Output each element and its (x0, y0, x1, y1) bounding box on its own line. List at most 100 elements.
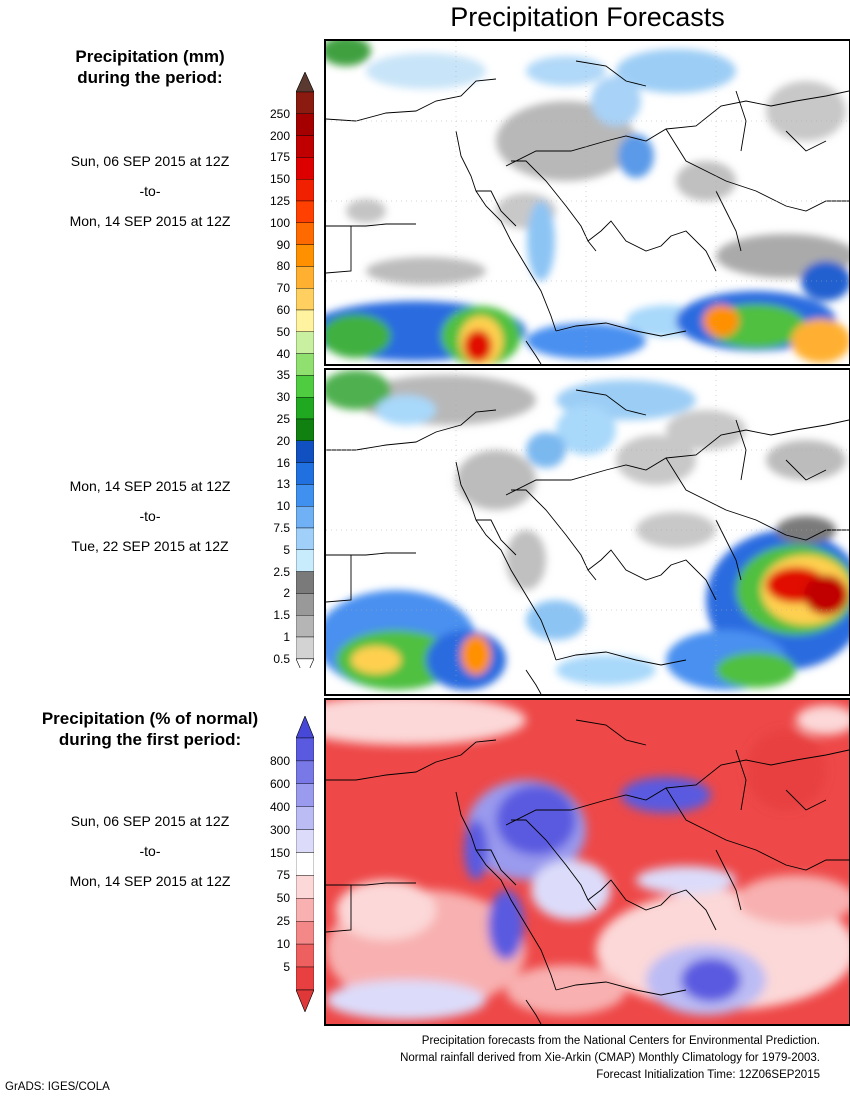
mm-colorbar-swatch (296, 222, 314, 245)
period2-start: Mon, 14 SEP 2015 at 12Z (69, 478, 231, 494)
pct-colorbar-top-cap (296, 716, 314, 739)
pct-colorbar-bottom-cap (296, 989, 314, 1012)
mm-colorbar (296, 72, 314, 668)
footer-init-time: Forecast Initialization Time: 12Z06SEP20… (596, 1069, 820, 1081)
mm-colorbar-swatch (296, 397, 314, 420)
mm-colorbar-swatch (296, 418, 314, 441)
mm-colorbar-tick-label: 150 (269, 172, 290, 187)
pct-colorbar-tick-label: 25 (276, 914, 290, 929)
mm-colorbar-tick-label: 20 (276, 433, 290, 448)
pct-colorbar-tick-label: 300 (269, 822, 290, 837)
mm-colorbar-bottom-cap (296, 658, 314, 668)
precip-map-period2 (326, 370, 849, 694)
mm-title-line2: during the period: (77, 68, 223, 87)
map-panel-percent-normal (324, 698, 850, 1026)
mm-colorbar-swatch (296, 549, 314, 572)
mm-colorbar-swatch (296, 244, 314, 267)
grads-credit: GrADS: IGES/COLA (5, 1081, 110, 1093)
map-panel-period2 (324, 368, 850, 696)
mm-colorbar-swatch (296, 157, 314, 180)
mm-colorbar-top-cap (296, 72, 314, 93)
mm-colorbar-swatch (296, 636, 314, 659)
period3-end: Mon, 14 SEP 2015 at 12Z (69, 873, 231, 889)
pct-colorbar-swatch (296, 898, 314, 922)
period3-start: Sun, 06 SEP 2015 at 12Z (70, 813, 230, 829)
mm-title-line1: Precipitation (mm) (75, 47, 225, 66)
mm-colorbar-tick-label: 2.5 (273, 564, 290, 579)
pct-title-line2: during the first period: (58, 730, 242, 749)
pct-colorbar-tick-label: 150 (269, 845, 290, 860)
mm-colorbar-swatch (296, 527, 314, 550)
mm-colorbar-tick-label: 175 (269, 150, 290, 165)
period1-start: Sun, 06 SEP 2015 at 12Z (70, 153, 230, 169)
mm-colorbar-tick-label: 80 (276, 259, 290, 274)
pct-colorbar-tick-label: 400 (269, 799, 290, 814)
pct-colorbar-graphic (296, 716, 314, 1012)
period2-end: Tue, 22 SEP 2015 at 12Z (71, 538, 229, 554)
mm-colorbar-tick-label: 5 (283, 542, 290, 557)
mm-colorbar-tick-label: 60 (276, 303, 290, 317)
pct-colorbar-swatch (296, 920, 314, 945)
mm-colorbar-tick-label: 30 (276, 390, 290, 405)
mm-colorbar-swatch (296, 113, 314, 136)
mm-colorbar-tick-label: 25 (276, 412, 290, 426)
mm-colorbar-swatch (296, 506, 314, 529)
mm-colorbar-tick-label: 10 (276, 499, 290, 514)
mm-colorbar-swatch (296, 266, 314, 289)
map-panel-period1 (324, 39, 850, 366)
mm-section-title: Precipitation (mm) during the period: (0, 46, 300, 88)
mm-colorbar-swatch (296, 440, 314, 463)
pct-title-line1: Precipitation (% of normal) (41, 709, 259, 728)
mm-colorbar-swatch (296, 91, 314, 114)
precip-map-period1 (326, 41, 849, 364)
pct-colorbar-swatch (296, 875, 314, 899)
period3-separator: -to- (139, 843, 161, 859)
mm-colorbar-swatch (296, 178, 314, 202)
mm-colorbar-swatch (296, 484, 314, 507)
pct-colorbar-tick-label: 800 (269, 753, 290, 768)
pct-colorbar-swatch (296, 806, 314, 830)
pct-colorbar-tick-label: 10 (276, 937, 290, 952)
mm-colorbar-swatch (296, 200, 314, 223)
mm-colorbar-tick-label: 250 (269, 106, 290, 121)
mm-colorbar-tick-label: 100 (269, 215, 290, 230)
mm-colorbar-tick-label: 40 (276, 346, 290, 361)
footer-normal-line: Normal rainfall derived from Xie-Arkin (… (400, 1052, 820, 1064)
period2-separator: -to- (139, 508, 161, 524)
mm-colorbar-swatch (296, 615, 314, 638)
mm-colorbar-tick-label: 16 (276, 455, 290, 470)
mm-colorbar-tick-label: 200 (269, 128, 290, 143)
pct-colorbar-swatch (296, 737, 314, 762)
pct-colorbar (296, 716, 314, 1012)
mm-colorbar-tick-label: 70 (276, 281, 290, 296)
footer-source-line: Precipitation forecasts from the Nationa… (421, 1035, 820, 1047)
percent-normal-map (326, 700, 849, 1024)
mm-colorbar-graphic (296, 72, 314, 668)
mm-colorbar-swatch (296, 462, 314, 485)
mm-colorbar-swatch (296, 287, 314, 311)
pct-colorbar-tick-label: 5 (283, 960, 290, 974)
pct-colorbar-swatch (296, 829, 314, 853)
pct-colorbar-tick-label: 50 (276, 891, 290, 906)
mm-colorbar-tick-label: 0.5 (273, 651, 290, 666)
mm-colorbar-tick-label: 90 (276, 237, 290, 252)
mm-colorbar-swatch (296, 593, 314, 616)
mm-colorbar-tick-label: 7.5 (273, 521, 290, 535)
mm-colorbar-tick-label: 13 (276, 477, 290, 492)
mm-colorbar-tick-label: 125 (269, 194, 290, 208)
period1-separator: -to- (139, 183, 161, 199)
mm-colorbar-tick-label: 1 (283, 630, 290, 644)
page-title: Precipitation Forecasts (450, 2, 725, 32)
mm-colorbar-swatch (296, 331, 314, 354)
mm-colorbar-swatch (296, 353, 314, 376)
mm-colorbar-swatch (296, 375, 314, 398)
mm-colorbar-tick-label: 2 (283, 586, 290, 601)
pct-colorbar-swatch (296, 943, 314, 968)
period1-end: Mon, 14 SEP 2015 at 12Z (69, 213, 231, 229)
pct-colorbar-swatch (296, 760, 314, 785)
pct-colorbar-tick-label: 75 (276, 868, 290, 883)
mm-colorbar-tick-label: 1.5 (273, 608, 290, 623)
mm-colorbar-tick-label: 50 (276, 324, 290, 339)
pct-colorbar-swatch (296, 783, 314, 807)
pct-colorbar-swatch (296, 966, 314, 991)
